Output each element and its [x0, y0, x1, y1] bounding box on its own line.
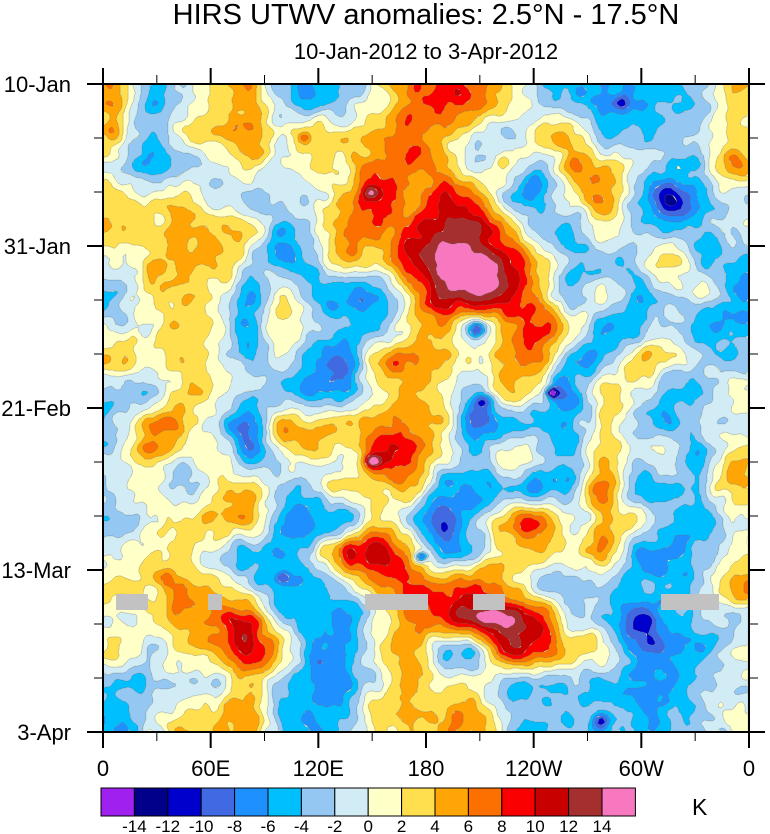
svg-text:K: K: [692, 794, 708, 820]
svg-text:-14: -14: [122, 817, 147, 834]
svg-text:60W: 60W: [619, 756, 664, 781]
svg-text:8: 8: [497, 817, 506, 834]
svg-text:10-Jan-2012 to 3-Apr-2012: 10-Jan-2012 to 3-Apr-2012: [294, 39, 558, 64]
svg-text:60E: 60E: [191, 756, 230, 781]
svg-text:3-Apr: 3-Apr: [17, 720, 71, 745]
svg-text:10: 10: [526, 817, 545, 834]
svg-text:12: 12: [559, 817, 578, 834]
svg-text:2: 2: [397, 817, 406, 834]
svg-text:10-Jan: 10-Jan: [4, 72, 71, 97]
svg-text:-2: -2: [327, 817, 342, 834]
svg-text:180: 180: [408, 756, 445, 781]
svg-text:-10: -10: [189, 817, 214, 834]
svg-text:-12: -12: [156, 817, 181, 834]
svg-text:6: 6: [464, 817, 473, 834]
svg-text:21-Feb: 21-Feb: [1, 396, 71, 421]
svg-text:0: 0: [743, 756, 755, 781]
svg-text:13-Mar: 13-Mar: [1, 558, 71, 583]
svg-text:0: 0: [97, 756, 109, 781]
svg-text:31-Jan: 31-Jan: [4, 234, 71, 259]
svg-text:-8: -8: [227, 817, 242, 834]
svg-text:HIRS UTWV anomalies: 2.5°N - 1: HIRS UTWV anomalies: 2.5°N - 17.5°N: [173, 0, 680, 31]
svg-text:-6: -6: [260, 817, 275, 834]
svg-text:4: 4: [430, 817, 439, 834]
svg-text:0: 0: [363, 817, 372, 834]
svg-text:-4: -4: [294, 817, 309, 834]
svg-text:14: 14: [593, 817, 612, 834]
svg-text:120E: 120E: [293, 756, 344, 781]
svg-text:120W: 120W: [505, 756, 563, 781]
